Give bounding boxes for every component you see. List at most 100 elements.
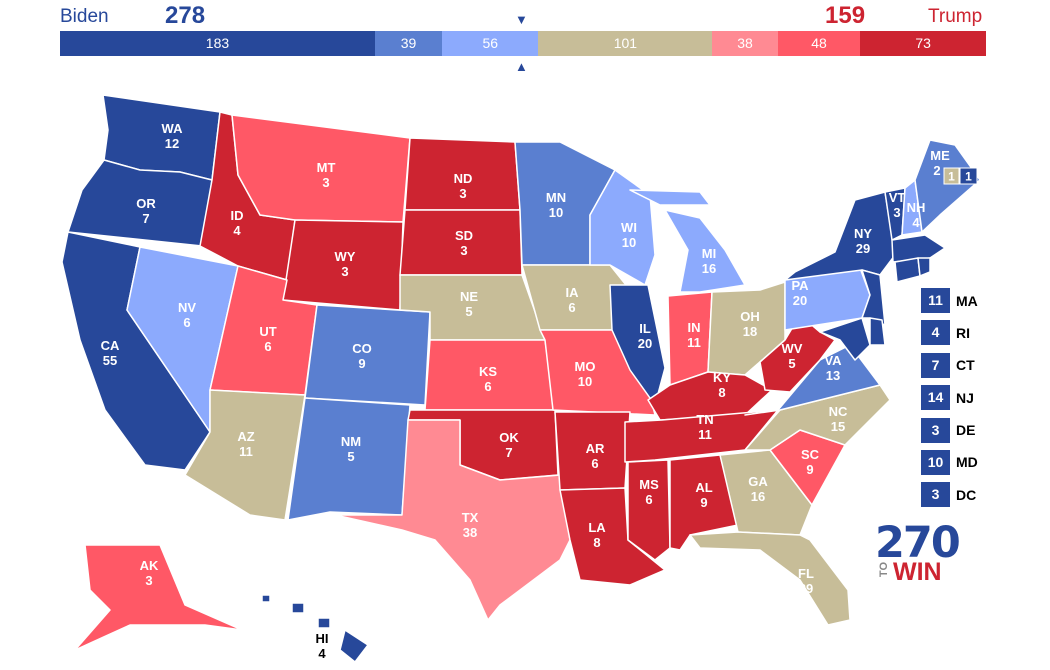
label-NE: NE 5 (460, 289, 478, 319)
label-MO: MO 10 (575, 359, 596, 389)
tally-segment-tossup: 101 (538, 31, 713, 56)
state-MS[interactable] (627, 459, 671, 561)
label-ND: ND 3 (454, 171, 473, 201)
270towin-logo: 270 TO WIN (872, 518, 962, 588)
me-district-1-label: 1 (948, 170, 955, 184)
electoral-tally-bar: 183 39 56 101 38 48 73 (60, 31, 986, 56)
state-LA[interactable] (559, 487, 666, 586)
logo-to: TO (878, 562, 890, 578)
trump-name: Trump (928, 6, 983, 27)
label-GA: GA 16 (748, 474, 768, 504)
label-AK: AK 3 (140, 558, 159, 588)
label-NY: NY 29 (854, 226, 872, 256)
small-states-list: 11 MA 4 RI 7 CT 14 NJ 3 DE 10 MD 3 DC (921, 288, 978, 515)
label-TN: TN 11 (696, 412, 713, 442)
label-HI: HI 4 (316, 631, 329, 661)
small-state-abbr: CT (956, 357, 975, 374)
label-UT: UT 6 (259, 324, 276, 354)
label-AR: AR 6 (586, 441, 605, 471)
label-KY: KY 8 (713, 370, 731, 400)
label-OH: OH 18 (740, 309, 760, 339)
small-state-ev: 3 (921, 482, 950, 508)
small-state-md[interactable]: 10 MD (921, 449, 978, 475)
small-state-abbr: DC (956, 486, 977, 503)
label-NH: NH 4 (907, 200, 926, 230)
label-TX: TX 38 (462, 510, 479, 540)
label-IL: IL 20 (638, 321, 652, 351)
tally-segment-safe-dem: 183 (60, 31, 375, 56)
state-TX[interactable] (334, 419, 571, 621)
label-NM: NM 5 (341, 434, 361, 464)
label-SD: SD 3 (455, 228, 473, 258)
state-GA[interactable] (719, 449, 813, 536)
state-RI[interactable] (917, 257, 931, 277)
label-CO: CO 9 (352, 341, 372, 371)
state-ME[interactable] (914, 139, 981, 233)
label-VA: VA 13 (824, 353, 842, 383)
logo-win: WIN (893, 558, 942, 586)
label-ME: ME 2 (930, 148, 950, 178)
small-state-abbr: DE (956, 422, 976, 439)
tally-segment-likely-dem: 39 (374, 31, 443, 56)
state-DE[interactable] (869, 317, 886, 346)
label-FL: FL 29 (798, 566, 814, 596)
state-NY[interactable] (784, 191, 896, 281)
small-state-abbr: MA (956, 292, 978, 309)
me-district-2-box[interactable] (959, 167, 978, 185)
state-WV[interactable] (759, 314, 836, 393)
state-CT[interactable] (894, 257, 921, 283)
label-MI: MI 16 (702, 246, 716, 276)
label-SC: SC 9 (801, 447, 820, 477)
label-CA: CA 55 (101, 338, 120, 368)
label-MS: MS 6 (639, 477, 659, 507)
small-state-ev: 11 (921, 288, 950, 313)
label-LA: LA 8 (588, 520, 606, 550)
state-MA[interactable] (891, 234, 946, 263)
majority-marker-down-icon: ▼ (515, 12, 528, 27)
label-VT: VT 3 (889, 190, 906, 220)
small-state-ev: 10 (921, 449, 950, 475)
label-IA: IA 6 (566, 285, 580, 315)
logo-number: 270 (875, 518, 961, 568)
tally-segment-lean-dem: 56 (442, 31, 539, 56)
state-FL[interactable] (689, 531, 851, 626)
me-district-2-label: 1 (965, 170, 972, 184)
tally-segment-safe-rep: 73 (860, 31, 986, 56)
me-district-1-box[interactable] (943, 167, 960, 185)
state-HI[interactable] (261, 594, 369, 663)
label-MT: MT 3 (317, 160, 336, 190)
small-state-dc[interactable]: 3 DC (921, 482, 978, 508)
small-state-abbr: NJ (956, 389, 974, 406)
label-OR: OR 7 (136, 196, 156, 226)
small-state-de[interactable]: 3 DE (921, 417, 978, 443)
trump-electoral-total: 159 (825, 2, 866, 29)
label-AL: AL 9 (695, 480, 712, 510)
small-state-abbr: RI (956, 324, 970, 341)
tally-segment-likely-rep: 48 (777, 31, 861, 56)
label-IN: IN 11 (687, 320, 701, 350)
small-state-abbr: MD (956, 454, 978, 471)
state-MI[interactable] (629, 189, 746, 293)
label-WI: WI 10 (621, 220, 637, 250)
majority-marker-up-icon: ▲ (515, 59, 528, 74)
small-state-ct[interactable]: 7 CT (921, 352, 978, 378)
small-state-ev: 3 (921, 417, 950, 443)
small-state-ev: 7 (921, 352, 950, 378)
label-WA: WA 12 (162, 121, 184, 151)
small-state-ma[interactable]: 11 MA (921, 288, 978, 313)
state-NM[interactable] (287, 397, 411, 521)
label-MN: MN 10 (546, 190, 566, 220)
label-PA: PA 20 (791, 278, 809, 308)
label-WV: WV 5 (782, 341, 803, 371)
state-WI[interactable] (589, 169, 656, 286)
state-AK[interactable] (74, 544, 243, 651)
small-state-ri[interactable]: 4 RI (921, 320, 978, 346)
biden-name: Biden (60, 6, 109, 27)
small-state-nj[interactable]: 14 NJ (921, 385, 978, 411)
label-ID: ID 4 (231, 208, 244, 238)
tally-segment-lean-rep: 38 (712, 31, 778, 56)
small-state-ev: 14 (921, 385, 950, 411)
state-MD[interactable] (819, 317, 871, 361)
label-KS: KS 6 (479, 364, 497, 394)
